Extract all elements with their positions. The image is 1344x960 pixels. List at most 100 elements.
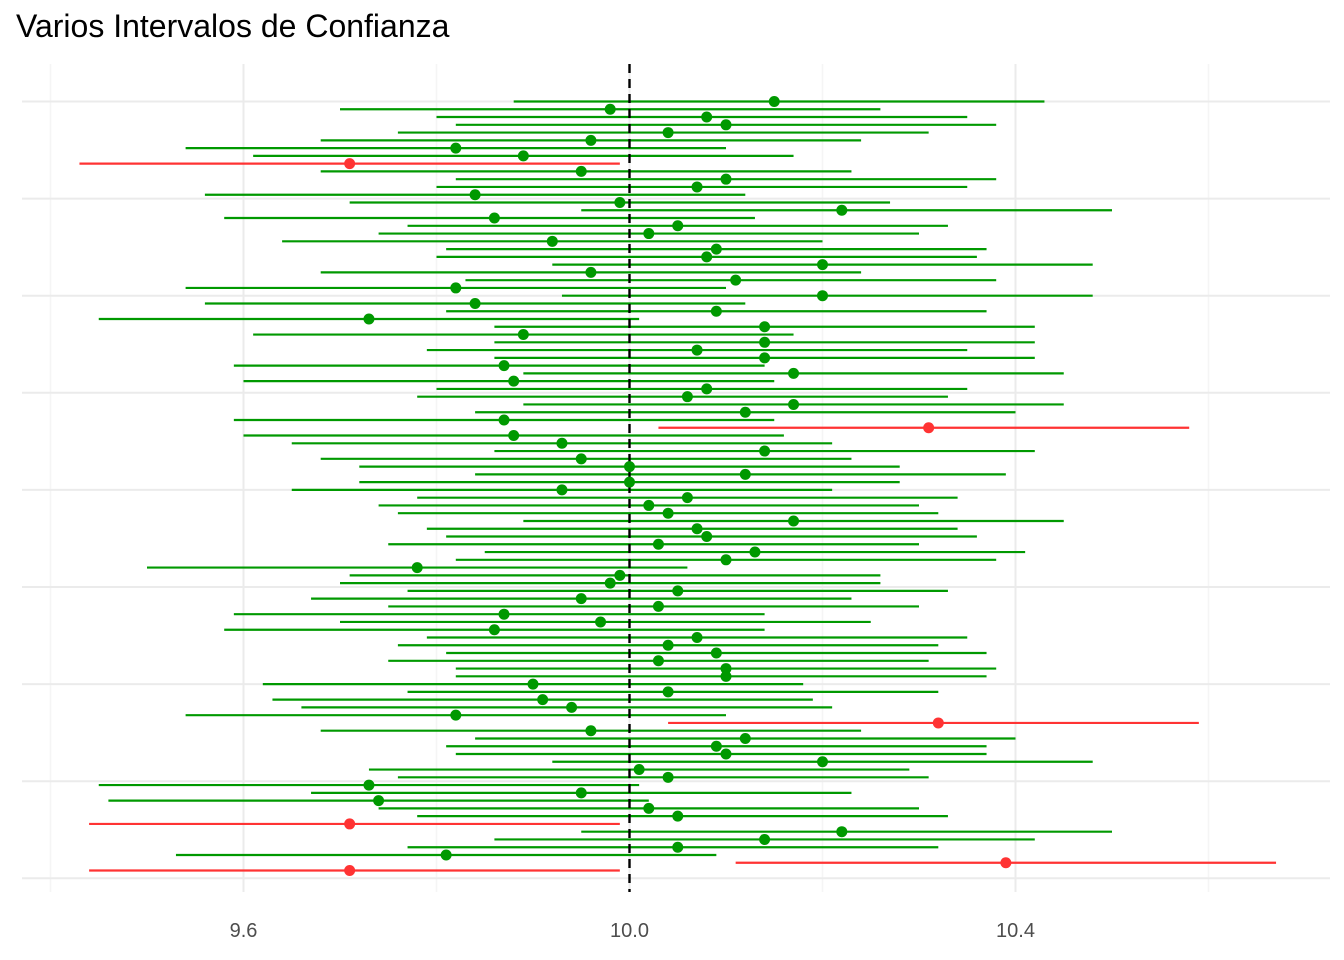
sample-mean-point	[488, 624, 500, 636]
sample-mean-point	[652, 655, 664, 667]
sample-mean-point	[614, 569, 626, 581]
sample-mean-point	[517, 329, 529, 341]
sample-mean-point	[681, 391, 693, 403]
sample-mean-point	[373, 795, 385, 807]
sample-mean-point	[344, 158, 356, 170]
sample-mean-point	[595, 616, 607, 628]
sample-mean-point	[662, 639, 674, 651]
sample-mean-point	[633, 764, 645, 776]
sample-mean-point	[344, 865, 356, 877]
sample-mean-point	[691, 181, 703, 193]
sample-mean-point	[836, 826, 848, 838]
sample-mean-point	[469, 189, 481, 201]
sample-mean-point	[498, 608, 510, 620]
sample-mean-point	[575, 165, 587, 177]
sample-mean-point	[411, 562, 423, 574]
sample-mean-point	[788, 367, 800, 379]
sample-mean-point	[556, 437, 568, 449]
x-tick-label: 10.4	[996, 920, 1035, 942]
sample-mean-point	[585, 725, 597, 737]
sample-mean-point	[710, 647, 722, 659]
sample-mean-point	[836, 204, 848, 216]
sample-mean-point	[681, 492, 693, 504]
x-tick-label: 10.0	[610, 920, 649, 942]
sample-mean-point	[643, 228, 655, 240]
sample-mean-point	[672, 810, 684, 822]
sample-mean-point	[537, 694, 549, 706]
sample-mean-point	[604, 577, 616, 589]
sample-mean-point	[710, 740, 722, 752]
sample-mean-point	[614, 196, 626, 208]
sample-mean-point	[701, 383, 713, 395]
sample-mean-point	[720, 173, 732, 185]
sample-mean-point	[508, 430, 520, 442]
sample-mean-point	[662, 507, 674, 519]
sample-mean-point	[585, 134, 597, 146]
sample-mean-point	[739, 732, 751, 744]
sample-mean-point	[739, 406, 751, 418]
sample-mean-point	[932, 717, 944, 729]
sample-mean-point	[817, 290, 828, 302]
sample-mean-point	[363, 779, 375, 791]
sample-mean-point	[720, 663, 732, 675]
sample-mean-point	[788, 398, 800, 410]
x-tick-label: 9.6	[230, 920, 258, 942]
sample-mean-point	[749, 546, 761, 558]
sample-mean-point	[710, 243, 722, 255]
sample-mean-point	[691, 523, 703, 535]
sample-mean-point	[720, 119, 732, 131]
sample-mean-point	[450, 709, 462, 721]
sample-mean-point	[720, 670, 732, 682]
sample-mean-point	[817, 259, 828, 271]
sample-mean-point	[768, 96, 780, 107]
sample-mean-point	[652, 538, 664, 550]
sample-mean-point	[527, 678, 539, 690]
sample-mean-point	[624, 461, 635, 473]
sample-mean-point	[624, 476, 635, 488]
sample-mean-point	[575, 593, 587, 605]
sample-mean-point	[344, 818, 356, 830]
x-axis-tick-labels: 9.6 10.0 10.4	[230, 920, 1035, 942]
sample-mean-point	[508, 375, 520, 387]
sample-mean-point	[759, 352, 771, 364]
sample-mean-point	[662, 771, 674, 783]
sample-mean-point	[691, 631, 703, 643]
sample-means	[344, 96, 1012, 877]
sample-mean-point	[469, 297, 481, 309]
sample-mean-point	[691, 344, 703, 356]
sample-mean-point	[498, 360, 510, 372]
sample-mean-point	[672, 841, 684, 853]
sample-mean-point	[701, 251, 713, 263]
sample-mean-point	[643, 499, 655, 511]
sample-mean-point	[546, 235, 558, 247]
sample-mean-point	[662, 686, 674, 698]
sample-mean-point	[701, 111, 713, 123]
sample-mean-point	[720, 748, 732, 760]
sample-mean-point	[672, 585, 684, 597]
sample-mean-point	[730, 274, 742, 286]
sample-mean-point	[662, 127, 674, 139]
sample-mean-point	[556, 484, 568, 496]
sample-mean-point	[585, 266, 597, 278]
sample-mean-point	[517, 150, 529, 162]
sample-mean-point	[498, 414, 510, 426]
sample-mean-point	[440, 849, 452, 861]
grid-lines	[22, 64, 1330, 892]
sample-mean-point	[759, 336, 771, 348]
confidence-intervals	[79, 100, 1277, 872]
chart-title: Varios Intervalos de Confianza	[16, 8, 450, 44]
sample-mean-point	[488, 212, 500, 224]
sample-mean-point	[1000, 857, 1012, 869]
sample-mean-point	[652, 600, 664, 612]
sample-mean-point	[604, 103, 616, 115]
sample-mean-point	[759, 445, 771, 457]
sample-mean-point	[817, 756, 828, 768]
sample-mean-point	[575, 787, 587, 799]
sample-mean-point	[923, 422, 935, 434]
sample-mean-point	[739, 468, 751, 480]
sample-mean-point	[710, 305, 722, 317]
sample-mean-point	[672, 220, 684, 232]
sample-mean-point	[566, 701, 578, 713]
